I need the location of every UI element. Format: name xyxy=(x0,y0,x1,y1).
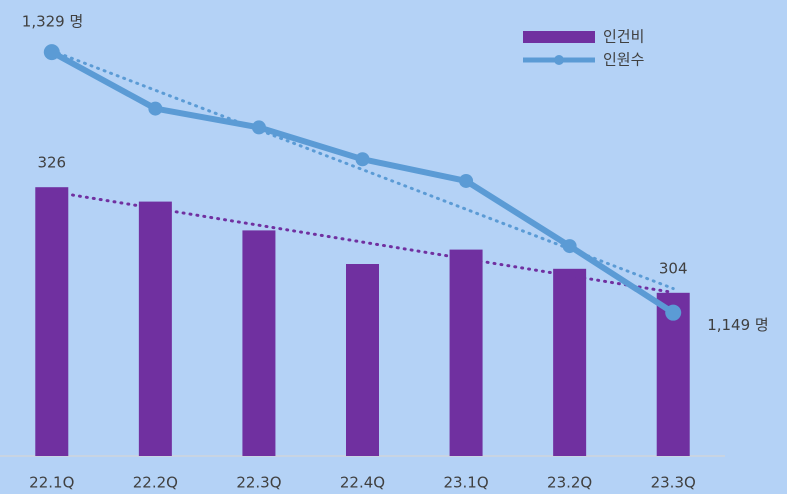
legend-marker xyxy=(554,55,564,65)
x-tick-label: 22.1Q xyxy=(29,474,74,492)
line-marker xyxy=(665,304,682,321)
x-tick-label: 23.2Q xyxy=(547,474,592,492)
line-marker xyxy=(562,239,577,254)
bar xyxy=(449,249,483,456)
line-marker xyxy=(251,120,266,135)
line-marker xyxy=(43,44,60,61)
x-tick-label: 23.3Q xyxy=(651,474,696,492)
x-tick-label: 22.3Q xyxy=(236,474,281,492)
bar-trendline xyxy=(50,190,675,294)
x-tick-label: 23.1Q xyxy=(443,474,488,492)
legend-label: 인건비 xyxy=(603,28,644,46)
legend-swatch xyxy=(523,31,595,43)
bar xyxy=(35,187,69,456)
bar xyxy=(138,201,172,456)
line-marker xyxy=(148,101,163,116)
legend-label: 인원수 xyxy=(603,51,644,69)
line-marker xyxy=(459,173,474,188)
x-tick-label: 22.2Q xyxy=(133,474,178,492)
line-marker xyxy=(355,152,370,167)
data-label: 1,149 명 xyxy=(707,316,769,334)
bar xyxy=(553,268,587,456)
bar xyxy=(242,230,276,456)
x-tick-label: 22.4Q xyxy=(340,474,385,492)
data-label: 1,329 명 xyxy=(22,13,84,31)
data-label: 304 xyxy=(659,259,688,277)
bar xyxy=(346,264,379,456)
data-label: 326 xyxy=(37,154,66,172)
